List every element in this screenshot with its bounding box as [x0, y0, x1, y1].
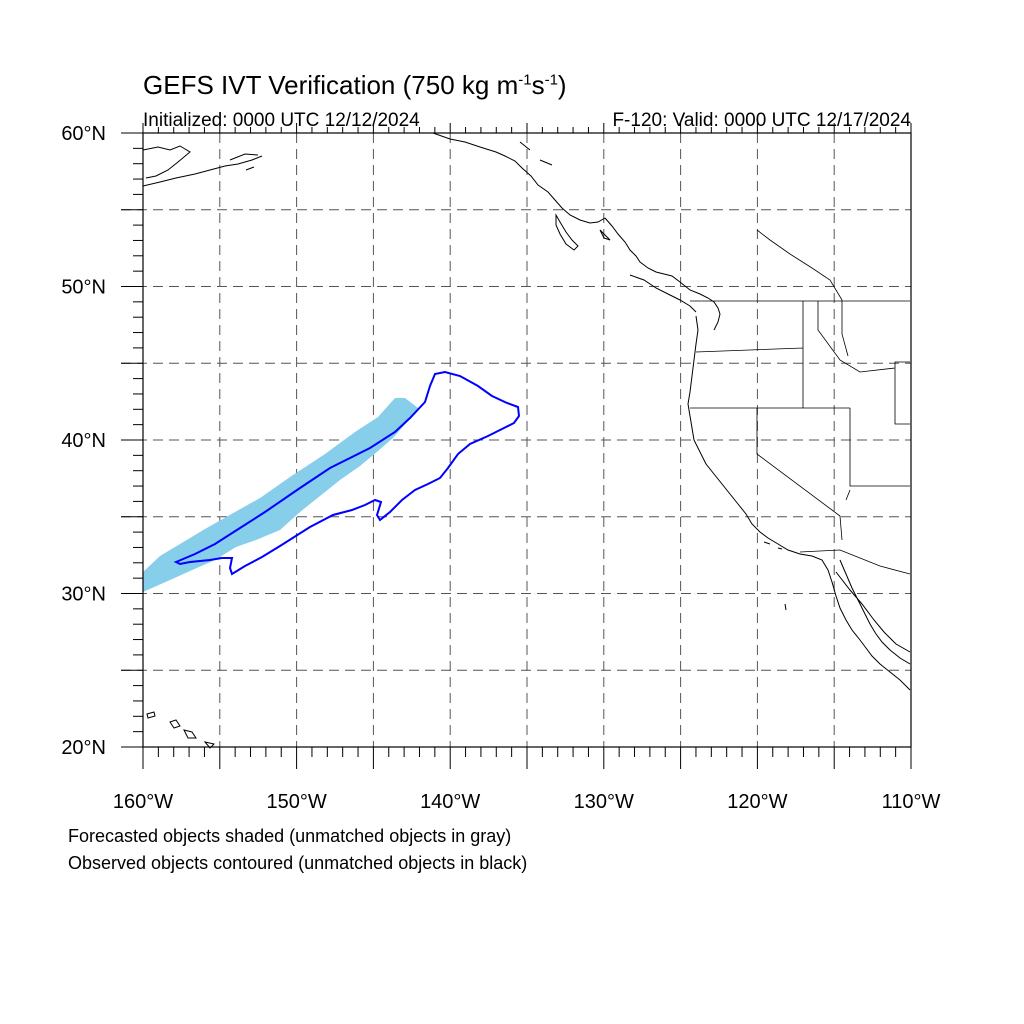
latitude-label: 40°N — [61, 430, 106, 452]
observed-note: Observed objects contoured (unmatched ob… — [68, 853, 528, 873]
coastline-haida-gwaii — [555, 213, 611, 251]
coastline-alaska — [142, 132, 606, 224]
forecast-ivt-object — [143, 398, 418, 592]
coastline-hawaii — [146, 711, 215, 749]
forecast-note: Forecasted objects shaded (unmatched obj… — [68, 826, 512, 846]
initialized-label: Initialized: 0000 UTC 12/12/2024 — [143, 110, 420, 131]
political-borders — [690, 229, 911, 575]
longitude-label: 120°W — [727, 791, 787, 813]
valid-time-label: F-120: Valid: 0000 UTC 12/17/2024 — [612, 110, 911, 131]
gridlines — [121, 133, 911, 747]
coastline-west — [604, 217, 911, 691]
longitude-label: 160°W — [113, 791, 173, 813]
latitude-label: 20°N — [61, 737, 106, 759]
coastline-channel-islands — [763, 541, 787, 611]
minor-ticks — [121, 123, 912, 769]
longitude-labels: 160°W 150°W 140°W 130°W 120°W 110°W — [113, 791, 941, 813]
longitude-label: 130°W — [574, 791, 634, 813]
longitude-label: 150°W — [266, 791, 326, 813]
latitude-label: 60°N — [61, 123, 106, 145]
coastlines — [142, 132, 911, 749]
observed-ivt-contour — [173, 370, 521, 576]
latitude-label: 50°N — [61, 277, 106, 299]
longitude-label: 140°W — [420, 791, 480, 813]
latitude-label: 30°N — [61, 584, 106, 606]
chart-title: GEFS IVT Verification (750 kg m-1s-1) — [143, 70, 567, 100]
latitude-labels: 60°N 50°N 40°N 30°N 20°N — [61, 123, 106, 759]
longitude-label: 110°W — [882, 791, 941, 813]
coastline-gulf-california — [835, 571, 911, 653]
